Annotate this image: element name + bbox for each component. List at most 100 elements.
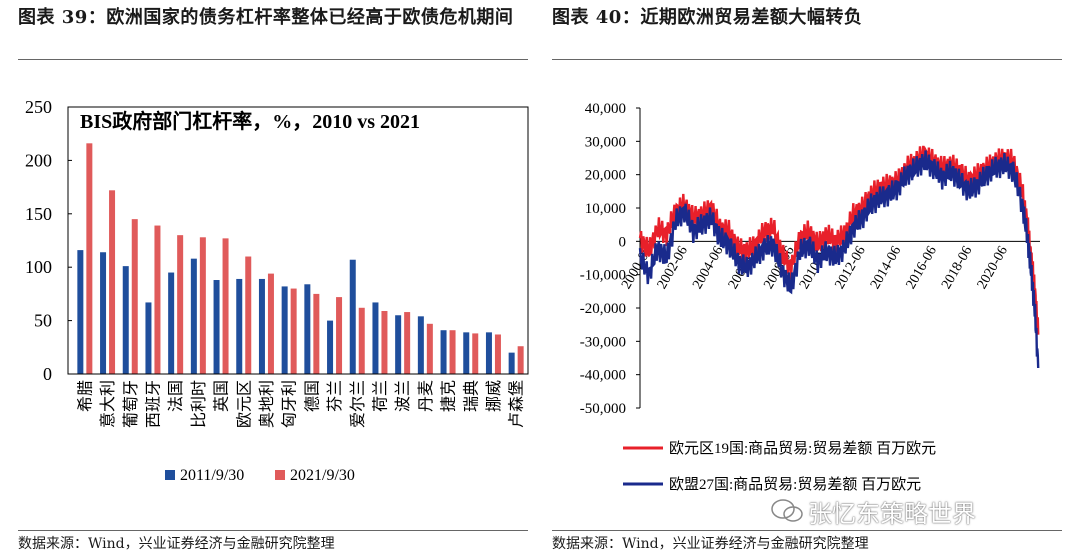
bar-2021/9/30-捷克 xyxy=(449,330,456,374)
bar-2021/9/30-葡萄牙 xyxy=(131,219,138,374)
bar-2011/9/30-葡萄牙 xyxy=(122,266,129,374)
bar-2021/9/30-欧元区 xyxy=(245,256,252,374)
bar-2021/9/30-瑞典 xyxy=(472,333,479,374)
bar-2021/9/30-挪威 xyxy=(494,334,501,374)
y-tick-label: 50 xyxy=(34,311,52,331)
wechat-icon xyxy=(771,499,803,522)
x-tick-label: 西班牙 xyxy=(144,380,162,428)
x-tick-label: 波兰 xyxy=(394,380,412,412)
y-tick-label: -30,000 xyxy=(580,334,626,350)
bar-2021/9/30-芬兰 xyxy=(336,297,343,374)
bar-2021/9/30-比利时 xyxy=(199,237,206,374)
y-tick-label: 0 xyxy=(619,234,627,250)
y-tick-label: -10,000 xyxy=(580,268,626,284)
left-source-rule xyxy=(18,530,528,531)
y-tick-label: 40,000 xyxy=(585,101,626,117)
bar-2011/9/30-荷兰 xyxy=(372,302,379,374)
x-tick-label: 英国 xyxy=(213,380,231,412)
x-tick-label: 比利时 xyxy=(190,380,208,428)
y-tick-label: 0 xyxy=(43,364,52,384)
bar-2011/9/30-德国 xyxy=(304,284,311,374)
left-source: 数据来源：Wind，兴业证券经济与金融研究院整理 xyxy=(18,536,335,552)
x-tick-label: 荷兰 xyxy=(371,380,389,412)
bar-2011/9/30-欧元区 xyxy=(236,278,243,374)
x-tick-label: 奥地利 xyxy=(258,380,276,428)
bar-2011/9/30-意大利 xyxy=(100,252,107,374)
watermark-text: 张忆东策略世界 xyxy=(808,500,976,528)
legend-label: 2021/9/30 xyxy=(290,467,355,484)
bar-2011/9/30-比利时 xyxy=(190,258,197,374)
bar-chart: BIS政府部门杠杆率，%，2010 vs 2021 0 50 100 150 200 250… xyxy=(25,97,529,484)
bar-2011/9/30-匈牙利 xyxy=(281,286,288,374)
x-tick-label: 法国 xyxy=(167,380,185,412)
legend-swatch-2011/9/30 xyxy=(165,470,175,480)
x-tick-label: 丹麦 xyxy=(417,380,435,412)
x-tick-label: 匈牙利 xyxy=(281,380,299,428)
bar-2011/9/30-捷克 xyxy=(440,330,447,374)
x-tick-label: 希腊 xyxy=(76,380,94,412)
y-tick-label: 200 xyxy=(25,150,52,170)
right-title-rule xyxy=(552,59,1062,60)
bar-2011/9/30-芬兰 xyxy=(327,320,334,374)
bar-2011/9/30-瑞典 xyxy=(463,332,470,374)
y-tick-label: 150 xyxy=(25,204,52,224)
y-tick-label: 20,000 xyxy=(585,168,626,184)
bar-2021/9/30-奥地利 xyxy=(267,273,274,374)
bar-chart-title: BIS政府部门杠杆率，%，2010 vs 2021 xyxy=(80,109,420,133)
x-tick-label: 葡萄牙 xyxy=(122,380,140,428)
legend-swatch-2021/9/30 xyxy=(275,470,285,480)
bar-2011/9/30-丹麦 xyxy=(417,316,424,374)
y-tick-label: -20,000 xyxy=(580,301,626,317)
bar-2011/9/30-爱尔兰 xyxy=(349,259,356,374)
bar-2021/9/30-爱尔兰 xyxy=(358,307,365,374)
left-title-rule xyxy=(18,59,528,60)
x-tick-label: 瑞典 xyxy=(462,380,480,412)
legend-label: 2011/9/30 xyxy=(180,467,244,484)
x-tick-label: 2018-06 xyxy=(939,244,975,292)
x-tick-label: 2004-06 xyxy=(690,244,726,292)
bar-2011/9/30-法国 xyxy=(168,272,175,374)
series-line-1 xyxy=(638,150,1040,369)
y-tick-label: 250 xyxy=(25,97,52,117)
legend-label: 欧元区19国:商品贸易:贸易差额 百万欧元 xyxy=(669,440,936,457)
legend-label: 欧盟27国:商品贸易:贸易差额 百万欧元 xyxy=(669,476,921,493)
y-tick-label: 100 xyxy=(25,257,52,277)
bar-2021/9/30-荷兰 xyxy=(381,310,388,374)
x-tick-label: 2020-06 xyxy=(975,244,1011,292)
bar-2021/9/30-意大利 xyxy=(109,190,116,374)
bar-2011/9/30-英国 xyxy=(213,280,220,374)
x-tick-label: 芬兰 xyxy=(326,380,344,412)
left-panel-title: 图表 39：欧洲国家的债务杠杆率整体已经高于欧债危机期间 xyxy=(18,7,514,28)
x-tick-label: 挪威 xyxy=(485,380,503,412)
bar-2021/9/30-西班牙 xyxy=(154,225,161,374)
x-tick-label: 2016-06 xyxy=(904,244,940,292)
x-tick-label: 卢森堡 xyxy=(508,380,526,428)
line-chart: 40,000 30,000 20,000 10,000 0 -10,000 -20,000 -… xyxy=(580,101,1040,493)
y-tick-label: 10,000 xyxy=(585,201,626,217)
series-line-0 xyxy=(638,145,1040,335)
x-tick-label: 2014-06 xyxy=(868,244,904,292)
y-tick-label: 30,000 xyxy=(585,134,626,150)
bar-2011/9/30-卢森堡 xyxy=(508,352,515,374)
right-source: 数据来源：Wind，兴业证券经济与金融研究院整理 xyxy=(552,536,869,552)
bar-2011/9/30-挪威 xyxy=(485,332,492,374)
x-tick-label: 捷克 xyxy=(440,380,458,412)
x-tick-label: 欧元区 xyxy=(235,380,253,428)
right-panel-title: 图表 40：近期欧洲贸易差额大幅转负 xyxy=(552,7,863,28)
bar-2021/9/30-波兰 xyxy=(404,312,411,374)
bar-2021/9/30-英国 xyxy=(222,238,229,374)
bar-2011/9/30-波兰 xyxy=(395,315,402,374)
x-tick-label: 意大利 xyxy=(98,380,117,428)
bar-2011/9/30-西班牙 xyxy=(145,302,152,374)
bar-2011/9/30-奥地利 xyxy=(258,278,265,374)
bar-2021/9/30-德国 xyxy=(313,293,320,374)
bar-2021/9/30-法国 xyxy=(177,235,184,374)
x-tick-label: 爱尔兰 xyxy=(349,380,367,428)
bar-2021/9/30-匈牙利 xyxy=(290,288,297,374)
bar-2021/9/30-希腊 xyxy=(86,143,93,374)
y-tick-label: -50,000 xyxy=(580,401,626,417)
right-source-rule xyxy=(552,530,1062,531)
bar-2011/9/30-希腊 xyxy=(77,250,84,374)
y-tick-label: -40,000 xyxy=(580,368,626,384)
bar-2021/9/30-丹麦 xyxy=(426,323,433,374)
